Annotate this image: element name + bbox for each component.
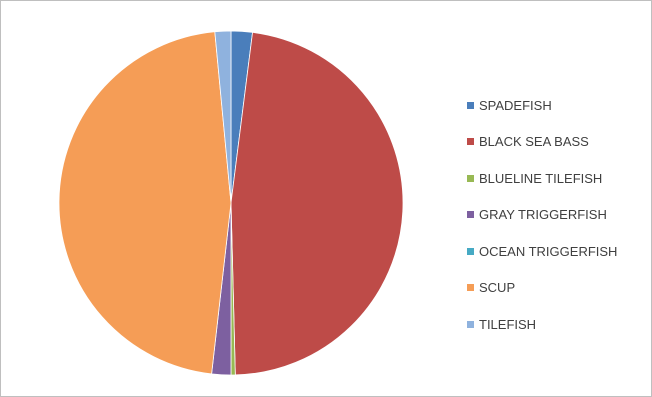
- legend-label: SCUP: [479, 280, 515, 295]
- pie-slice-scup: [59, 32, 231, 374]
- legend-label: TILEFISH: [479, 317, 536, 332]
- legend-item-scup: SCUP: [467, 270, 617, 307]
- legend-label: BLUELINE TILEFISH: [479, 171, 602, 186]
- pie-slice-black-sea-bass: [231, 32, 403, 375]
- legend-label: BLACK SEA BASS: [479, 134, 589, 149]
- legend-label: GRAY TRIGGERFISH: [479, 207, 607, 222]
- chart-legend: SPADEFISH BLACK SEA BASS BLUELINE TILEFISH…: [467, 87, 617, 343]
- legend-label: OCEAN TRIGGERFISH: [479, 244, 617, 259]
- legend-swatch: [467, 248, 474, 255]
- legend-label: SPADEFISH: [479, 98, 552, 113]
- legend-swatch: [467, 211, 474, 218]
- legend-item-ocean-triggerfish: OCEAN TRIGGERFISH: [467, 233, 617, 270]
- legend-item-blueline-tilefish: BLUELINE TILEFISH: [467, 160, 617, 197]
- legend-swatch: [467, 138, 474, 145]
- legend-swatch: [467, 175, 474, 182]
- legend-item-black-sea-bass: BLACK SEA BASS: [467, 124, 617, 161]
- legend-item-spadefish: SPADEFISH: [467, 87, 617, 124]
- legend-item-gray-triggerfish: GRAY TRIGGERFISH: [467, 197, 617, 234]
- legend-swatch: [467, 284, 474, 291]
- pie-slices: [59, 31, 403, 375]
- legend-swatch: [467, 321, 474, 328]
- legend-swatch: [467, 102, 474, 109]
- legend-item-tilefish: TILEFISH: [467, 306, 617, 343]
